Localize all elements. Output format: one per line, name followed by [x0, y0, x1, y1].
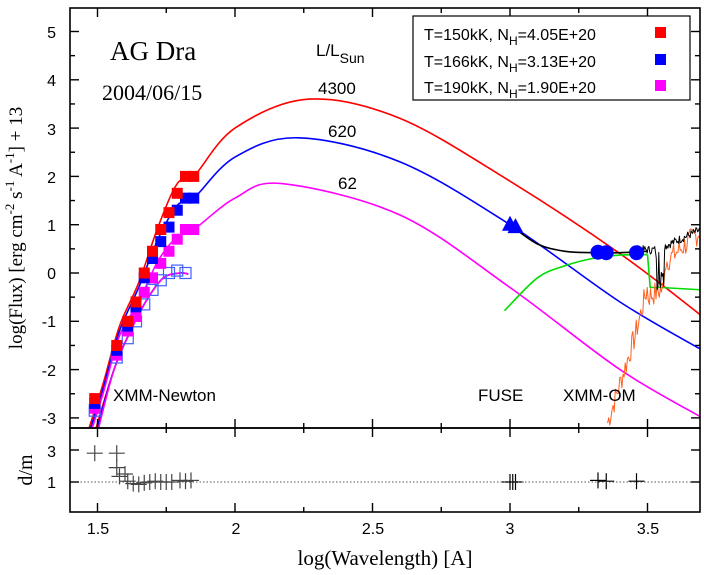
x-axis-label: log(Wavelength) [A] [298, 546, 473, 570]
nebular-curve-tail [646, 254, 700, 291]
data-square-marker [147, 253, 158, 265]
residual-cross-marker [108, 459, 125, 476]
residual-markers [86, 445, 645, 493]
data-square-marker [163, 245, 175, 257]
svg-text:3: 3 [47, 444, 56, 461]
data-square-marker [138, 286, 150, 298]
data-square-marker [130, 296, 142, 308]
data-square-marker [111, 339, 123, 351]
svg-text:2.5: 2.5 [362, 521, 384, 538]
x-tick-labels: 1.5 2 2.5 3 3.5 [87, 521, 659, 538]
residual-plot-frame [69, 427, 701, 513]
svg-text:1.5: 1.5 [87, 521, 109, 538]
residual-cross-marker [108, 445, 125, 462]
y-axis-label: log(Flux) [erg cm-2 s-1 A-1] + 13 [2, 107, 27, 349]
data-markers [88, 170, 644, 417]
open-square-marker [171, 264, 184, 277]
legend-box [412, 15, 691, 101]
open-square-marker [179, 266, 192, 280]
om-circle-marker [598, 245, 614, 261]
svg-text:1: 1 [47, 218, 56, 235]
svg-text:4: 4 [47, 73, 56, 90]
legend-label-magenta: T=190kK, NH=1.90E+20 [424, 80, 596, 101]
model-curve-red [88, 98, 700, 428]
svg-text:-3: -3 [42, 411, 56, 428]
residual-cross-marker [183, 472, 199, 489]
svg-text:5: 5 [47, 25, 56, 42]
svg-text:3.5: 3.5 [637, 521, 659, 538]
data-square-marker [138, 267, 150, 279]
legend-swatch-blue [655, 54, 666, 65]
data-square-marker [89, 393, 101, 405]
svg-text:3: 3 [47, 122, 56, 139]
luminosity-label-red: 4300 [318, 79, 356, 98]
residual-cross-marker [598, 473, 615, 490]
residual-cross-marker [117, 466, 133, 482]
data-square-marker [155, 224, 167, 236]
luminosity-label-magenta: 62 [338, 174, 357, 193]
svg-text:-1: -1 [42, 314, 56, 331]
svg-text:0: 0 [47, 266, 56, 283]
residual-cross-marker [590, 472, 606, 489]
axis-ticks [70, 8, 700, 512]
luminosity-header: L/LSun [316, 41, 365, 66]
legend-label-red: T=150kK, NH=4.05E+20 [424, 27, 596, 48]
svg-text:-2: -2 [42, 363, 56, 380]
legend: T=150kK, NH=4.05E+20 T=166kK, NH=3.13E+2… [412, 15, 691, 101]
data-square-marker [163, 207, 175, 219]
annotation-xmm-newton: XMM-Newton [113, 386, 216, 405]
svg-text:2: 2 [47, 170, 56, 187]
data-square-marker [147, 245, 158, 257]
data-square-marker [122, 315, 134, 327]
fuse-triangle-marker [507, 218, 524, 234]
annotation-fuse: FUSE [478, 386, 523, 405]
svg-text:2: 2 [232, 521, 241, 538]
legend-swatch-red [655, 27, 666, 38]
chart-subtitle: 2004/06/15 [102, 80, 202, 105]
luminosity-label-blue: 620 [328, 122, 356, 141]
chart-title: AG Dra [110, 36, 196, 66]
data-square-marker [171, 233, 183, 245]
annotation-xmm-om: XMM-OM [563, 386, 636, 405]
observed-spectrum-curve [636, 226, 700, 291]
data-square-marker [163, 221, 175, 233]
legend-label-blue: T=166kK, NH=3.13E+20 [424, 54, 596, 75]
data-square-marker [171, 204, 183, 216]
open-square-marker [162, 266, 176, 280]
data-square-marker [171, 187, 183, 199]
residual-y-axis-label: d/m [15, 454, 37, 486]
data-square-marker [188, 224, 200, 236]
data-square-marker [155, 257, 167, 269]
svg-text:1: 1 [47, 475, 56, 492]
data-square-marker [188, 170, 200, 182]
residual-cross-marker [86, 445, 103, 462]
nebular-curve [503, 253, 648, 312]
y-tick-labels: 5 4 3 2 1 0 -1 -2 -3 [42, 25, 56, 428]
data-square-marker [130, 310, 142, 322]
data-square-marker [147, 272, 158, 284]
om-circle-marker [629, 245, 644, 261]
legend-swatch-magenta [655, 80, 666, 91]
total-model-curve [509, 224, 648, 254]
data-square-marker [180, 224, 191, 236]
data-square-marker [188, 192, 200, 204]
data-square-marker [180, 192, 191, 204]
residual-cross-marker [628, 473, 645, 490]
data-square-marker [155, 236, 167, 248]
giant-spectrum-curve [607, 228, 700, 426]
svg-text:3: 3 [506, 521, 515, 538]
residual-y-tick-labels: 3 1 [47, 444, 56, 492]
data-square-marker [180, 170, 191, 182]
